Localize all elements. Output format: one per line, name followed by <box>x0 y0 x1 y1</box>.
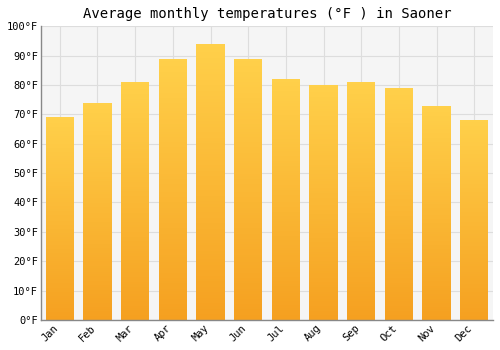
Title: Average monthly temperatures (°F ) in Saoner: Average monthly temperatures (°F ) in Sa… <box>83 7 452 21</box>
